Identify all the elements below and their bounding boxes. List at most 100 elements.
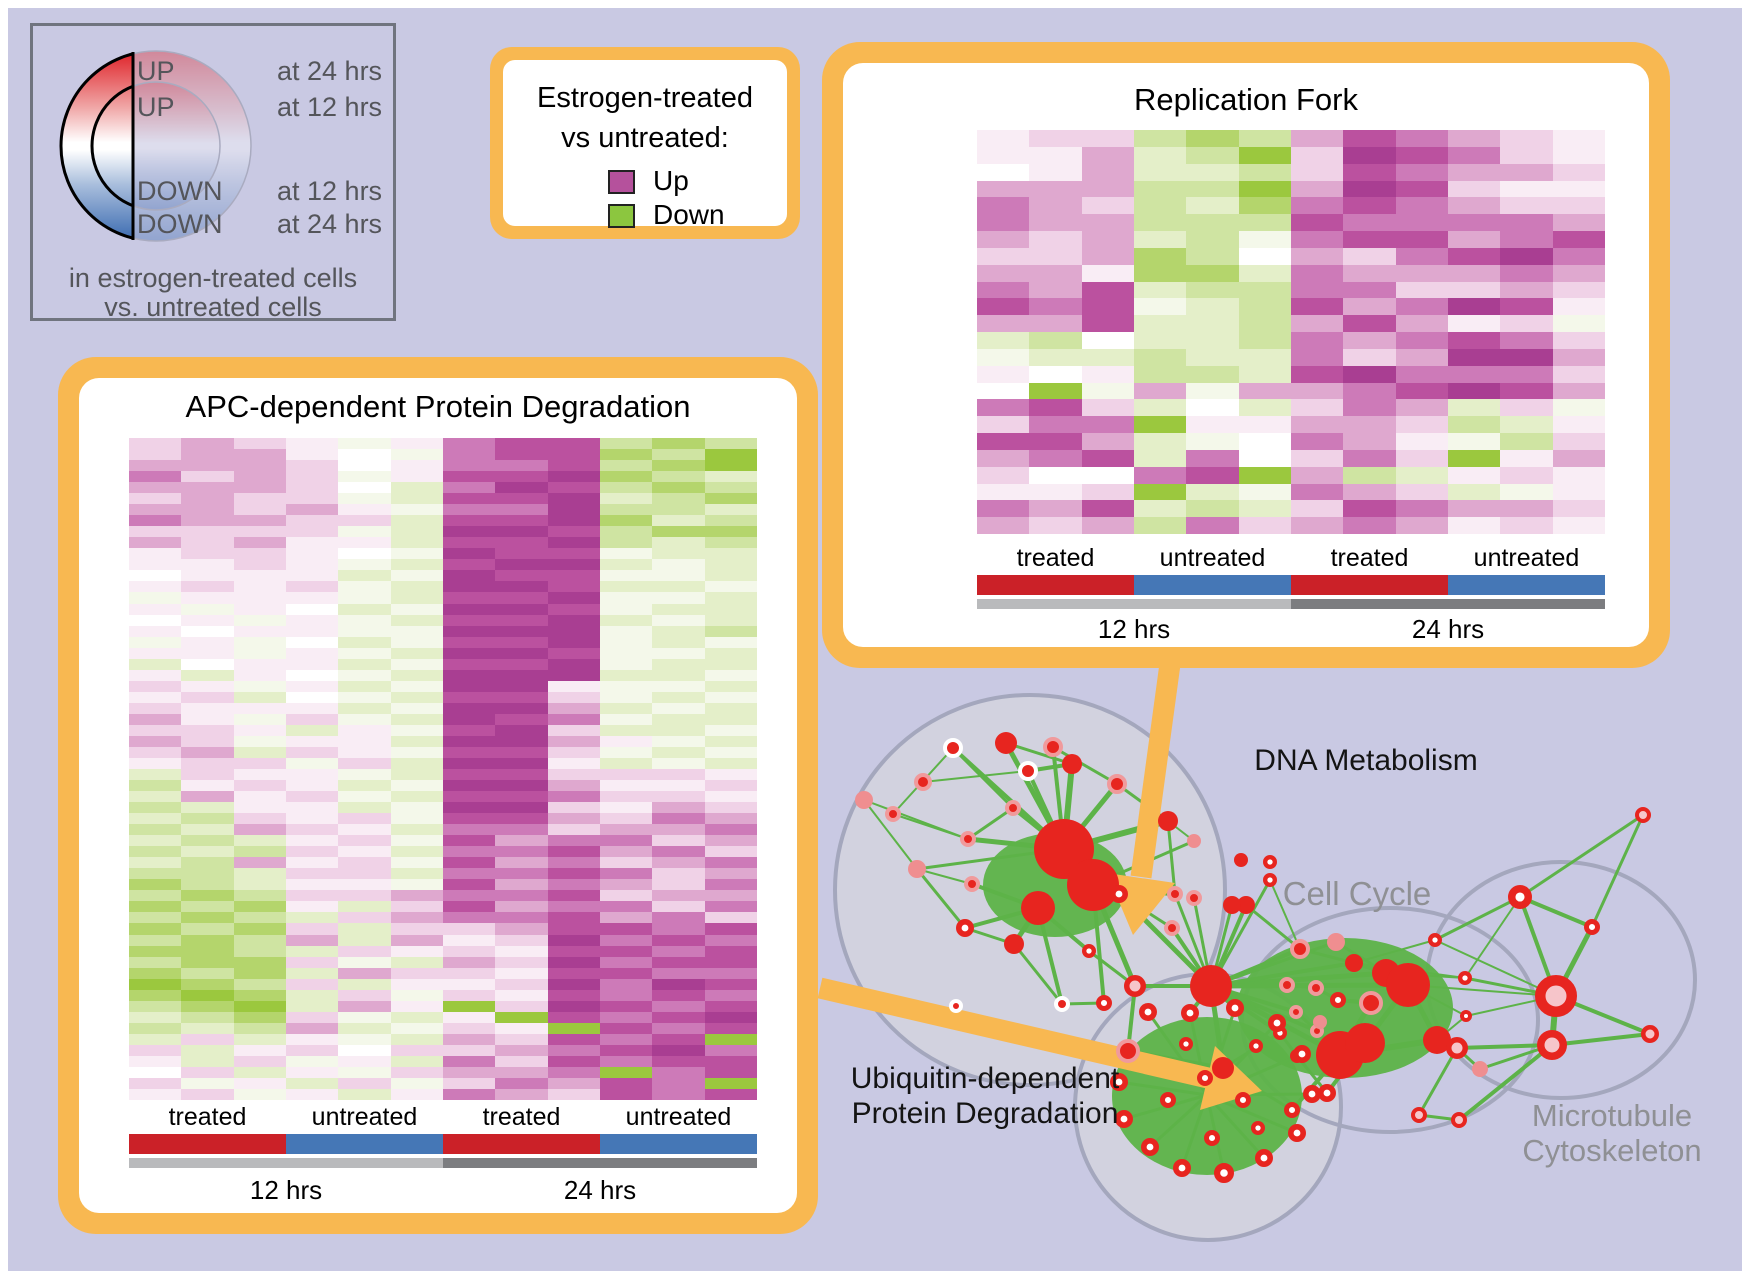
heatmap-cell: [1343, 416, 1396, 433]
heatmap-cell: [1133, 214, 1187, 231]
heatmap-cell: [1343, 281, 1396, 299]
gene-node: [1583, 918, 1600, 935]
heatmap-cell: [599, 504, 653, 516]
heatmap-cell: [652, 813, 705, 825]
heatmap-cell: [1186, 466, 1239, 484]
heatmap-cell: [1081, 466, 1134, 484]
heatmap-cell: [1081, 146, 1134, 164]
heatmap-cell: [181, 746, 234, 758]
network-edge: [1457, 1043, 1554, 1122]
heatmap-cell: [1186, 382, 1239, 400]
heatmap-cell: [390, 978, 443, 990]
heatmap-cell: [181, 647, 234, 659]
heatmap-cell: [547, 846, 600, 858]
heatmap-cell: [442, 1066, 496, 1078]
heatmap-cell: [547, 1088, 600, 1100]
heatmap-cell: [599, 592, 653, 604]
heatmap-cell: [442, 625, 496, 637]
heatmap-cell: [1290, 416, 1344, 433]
heatmap-cell: [285, 471, 339, 483]
legend-time: at 24 hrs: [277, 209, 383, 239]
heatmap-cell: [495, 647, 548, 659]
network-edge: [1205, 1093, 1266, 1160]
heatmap-cell: [338, 1055, 391, 1067]
gene-node: [1303, 1085, 1322, 1104]
heatmap-cell: [495, 791, 548, 803]
heatmap-cell: [390, 526, 443, 538]
heatmap-cell: [1447, 483, 1501, 501]
heatmap-cell: [181, 780, 234, 792]
heatmap-cell: [181, 702, 234, 714]
heatmap-cell: [338, 658, 391, 670]
heatmap-cell: [181, 460, 234, 472]
heatmap-cell: [285, 757, 339, 769]
heatmap-cell: [495, 658, 548, 670]
heatmap-cell: [547, 912, 600, 924]
heatmap-cell: [442, 813, 496, 825]
heatmap-cell: [285, 614, 339, 626]
down-label: Down: [653, 199, 725, 230]
heatmap-cell: [1500, 130, 1553, 147]
heatmap-cell: [1133, 315, 1187, 332]
heatmap-cell: [338, 471, 391, 483]
heatmap-cell: [390, 438, 443, 450]
heatmap-cell: [547, 791, 600, 803]
heatmap-cell: [390, 713, 443, 725]
condition-bar-segment: [1448, 575, 1605, 595]
heatmap-cell: [652, 1022, 705, 1034]
heatmap-cell: [704, 802, 757, 814]
heatmap-cell: [442, 945, 496, 957]
heatmap-cell: [1238, 180, 1291, 198]
heatmap-cell: [442, 1022, 496, 1034]
heatmap-cell: [233, 780, 286, 792]
heatmap-cell: [181, 868, 234, 880]
heatmap-cell: [129, 780, 182, 792]
gene-node: [1110, 1073, 1129, 1092]
legend-dir: UP: [137, 92, 175, 122]
heatmap-cell: [233, 1011, 286, 1023]
heatmap-cell: [547, 1044, 600, 1056]
heatmap-cell: [181, 1044, 234, 1056]
heatmap-cell: [652, 614, 705, 626]
heatmap-cell: [652, 548, 705, 560]
heatmap-cell: [704, 724, 757, 736]
heatmap-cell: [285, 1088, 339, 1100]
heatmap-cell: [285, 438, 339, 450]
heatmap-cell: [181, 669, 234, 681]
heatmap-cell: [233, 956, 286, 968]
heatmap-cell: [390, 614, 443, 626]
heatmap-cell: [390, 934, 443, 946]
gene-node: [1158, 811, 1178, 831]
heatmap-cell: [599, 680, 653, 692]
heatmap-cell: [1290, 130, 1344, 147]
heatmap-cell: [233, 923, 286, 935]
up-color-swatch: [608, 170, 635, 194]
gene-node: [1179, 1037, 1194, 1052]
heatmap-cell: [652, 449, 705, 461]
heatmap-cell: [129, 669, 182, 681]
heatmap-cell: [181, 1055, 234, 1067]
heatmap-cell: [390, 570, 443, 582]
heatmap-cell: [1395, 399, 1448, 417]
heatmap-cell: [1186, 298, 1239, 316]
heatmap-cell: [1186, 146, 1239, 164]
heatmap-cell: [495, 989, 548, 1001]
heatmap-cell: [652, 702, 705, 714]
network-edge: [951, 746, 1015, 810]
heatmap-cell: [129, 879, 182, 891]
heatmap-cell: [233, 438, 286, 450]
heatmap-cell: [285, 835, 339, 847]
network-edge: [1269, 879, 1301, 950]
heatmap-cell: [1343, 197, 1396, 215]
heatmap-cell: [442, 504, 496, 516]
heatmap-cell: [129, 912, 182, 924]
heatmap-cell: [390, 890, 443, 902]
heatmap-cell: [129, 438, 182, 450]
heatmap-cell: [1500, 399, 1553, 417]
network-edge: [915, 868, 967, 929]
heatmap-cell: [599, 493, 653, 505]
heatmap-cell: [181, 691, 234, 703]
network-edge: [1012, 943, 1064, 1005]
heatmap-cell: [181, 824, 234, 836]
heatmap-cell: [338, 857, 391, 869]
